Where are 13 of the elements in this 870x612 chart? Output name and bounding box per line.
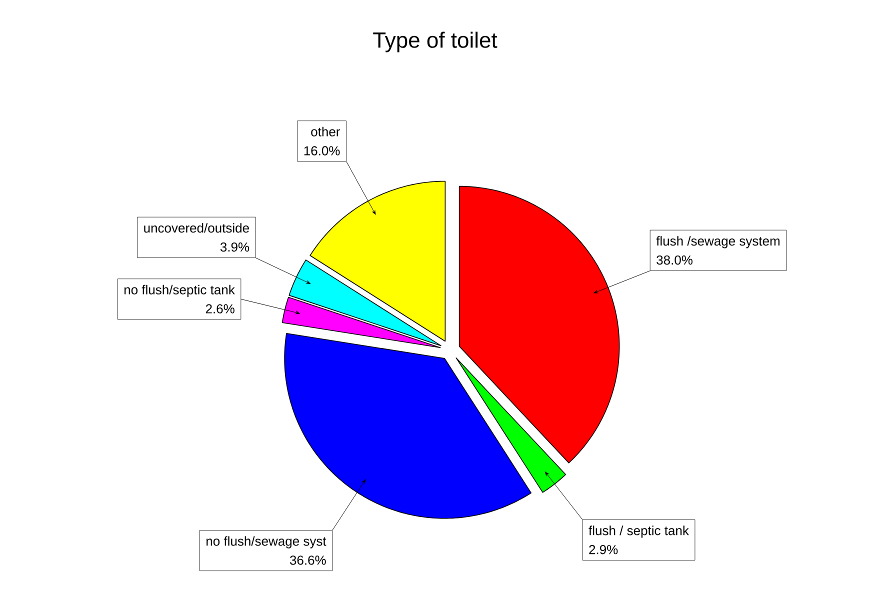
data-label: 38.0%: [656, 255, 692, 265]
data-label: 2.6%: [206, 304, 234, 314]
chart-title: Type of toilet: [373, 32, 498, 52]
data-label: 3.9%: [220, 242, 250, 252]
slice-label: no flush/septic tank: [124, 284, 235, 297]
slice-label: flush / septic tank: [588, 526, 689, 538]
slice-label: no flush/sewage syst: [206, 536, 326, 548]
data-label: 2.9%: [589, 545, 618, 554]
data-label: 36.6%: [290, 556, 326, 565]
slice-label: uncovered/outside: [144, 223, 249, 233]
data-label: 16.0%: [304, 146, 340, 156]
slice-label: flush /sewage system: [656, 236, 780, 248]
slice-label: other: [311, 126, 340, 136]
